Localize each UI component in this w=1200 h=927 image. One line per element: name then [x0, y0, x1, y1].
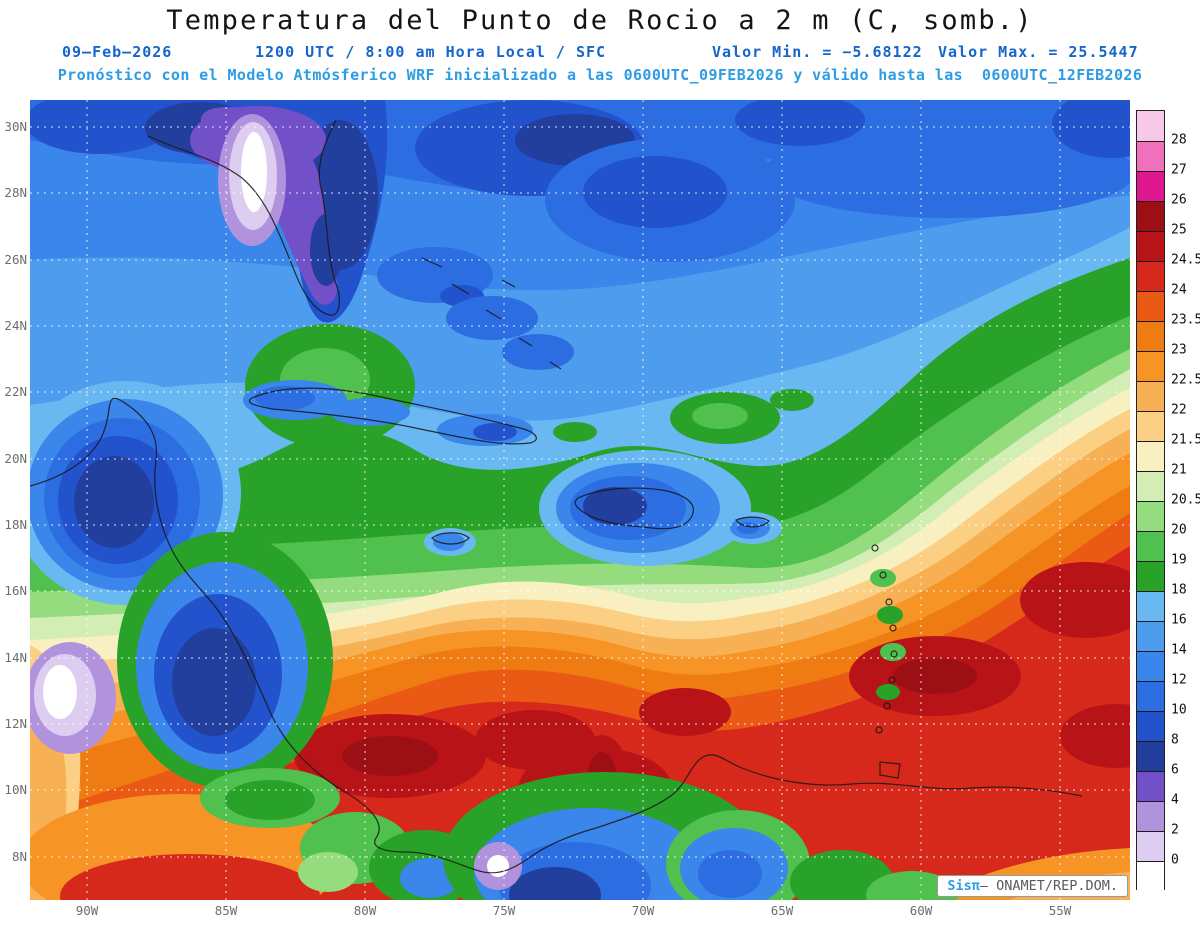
colorbar-tick-label: 20.5 [1171, 492, 1200, 508]
map-plot: Sisπ– ONAMET/REP.DOM. [30, 100, 1130, 900]
colorbar-tick-label: 12 [1171, 672, 1187, 688]
run-date: 09–Feb–2026 [62, 43, 173, 61]
colorbar-tick-label: 20 [1171, 522, 1187, 538]
colorbar-cell [1137, 171, 1164, 201]
colorbar-tick-label: 26 [1171, 192, 1187, 208]
colorbar-tick-label: 22 [1171, 402, 1187, 418]
colorbar-cell [1137, 711, 1164, 741]
lat-label: 8N [11, 849, 27, 864]
colorbar-cell [1137, 651, 1164, 681]
colorbar-cell [1137, 801, 1164, 831]
colorbar-labels: 28 27 26 25 24.5 24 23.5 23 22.5 22 21.5 21 20.5 20 19… [1171, 110, 1200, 890]
lon-label: 65W [770, 903, 794, 918]
colorbar-tick-label: 25 [1171, 222, 1187, 238]
coastlines [30, 119, 1083, 874]
colorbar-tick-label: 18 [1171, 582, 1187, 598]
colorbar-cell [1137, 591, 1164, 621]
colorbar-cell [1137, 231, 1164, 261]
colorbar-cell [1137, 261, 1164, 291]
colorbar-tick-label: 10 [1171, 702, 1187, 718]
lon-label: 70W [631, 903, 655, 918]
lat-label: 16N [4, 583, 27, 598]
colorbar-tick-label: 0 [1171, 852, 1179, 868]
colorbar-cell [1137, 411, 1164, 441]
colorbar-cell [1137, 681, 1164, 711]
lat-label: 26N [4, 252, 27, 267]
run-time: 1200 UTC / 8:00 am Hora Local / SFC [255, 43, 607, 61]
lat-label: 10N [4, 782, 27, 797]
lon-label: 55W [1048, 903, 1072, 918]
colorbar-cell [1137, 561, 1164, 591]
colorbar-cell [1137, 111, 1164, 141]
lon-label: 85W [214, 903, 238, 918]
colorbar-cell [1137, 501, 1164, 531]
lon-label: 80W [353, 903, 377, 918]
colorbar-cell [1137, 741, 1164, 771]
colorbar-tick-label: 27 [1171, 162, 1187, 178]
min-value-label: Valor Min. = −5.68122 [712, 43, 923, 61]
colorbar-tick-label: 22.5 [1171, 372, 1200, 388]
colorbar-cell [1137, 201, 1164, 231]
map-canvas [30, 100, 1130, 900]
watermark: Sisπ– ONAMET/REP.DOM. [937, 875, 1128, 897]
colorbar-tick-label: 19 [1171, 552, 1187, 568]
colorbar-tick-label: 6 [1171, 762, 1179, 778]
lon-label: 90W [75, 903, 99, 918]
lat-label: 30N [4, 119, 27, 134]
lat-label: 22N [4, 384, 27, 399]
colorbar-cell [1137, 141, 1164, 171]
max-value-label: Valor Max. = 25.5447 [938, 43, 1139, 61]
colorbar-tick-label: 16 [1171, 612, 1187, 628]
colorbar-tick-label: 21.5 [1171, 432, 1200, 448]
grid-lines [30, 100, 1130, 900]
colorbar-cell [1137, 861, 1164, 891]
lat-label: 28N [4, 185, 27, 200]
colorbar-tick-label: 4 [1171, 792, 1179, 808]
subtitle-line2: Pronóstico con el Modelo Atmósferico WRF… [57, 66, 1143, 84]
colorbar-cell [1137, 471, 1164, 501]
colorbar-cell [1137, 351, 1164, 381]
colorbar-tick-label: 23 [1171, 342, 1187, 358]
watermark-brand: Sisπ [947, 878, 980, 894]
lat-label: 14N [4, 650, 27, 665]
colorbar-cell [1137, 291, 1164, 321]
page-title: Temperatura del Punto de Rocio a 2 m (C,… [166, 5, 1034, 36]
lon-label: 75W [492, 903, 516, 918]
lon-label: 60W [909, 903, 933, 918]
colorbar-cell [1137, 621, 1164, 651]
colorbar-cell [1137, 531, 1164, 561]
colorbar-tick-label: 2 [1171, 822, 1179, 838]
colorbar-tick-label: 28 [1171, 132, 1187, 148]
lat-label: 18N [4, 517, 27, 532]
colorbar-tick-label: 21 [1171, 462, 1187, 478]
watermark-text: – ONAMET/REP.DOM. [979, 878, 1118, 894]
lat-label: 12N [4, 716, 27, 731]
colorbar-tick-label: 14 [1171, 642, 1187, 658]
colorbar-tick-label: 24.5 [1171, 252, 1200, 268]
colorbar-cell [1137, 831, 1164, 861]
colorbar-cell [1137, 771, 1164, 801]
colorbar-tick-label: 24 [1171, 282, 1187, 298]
colorbar-tick-label: 8 [1171, 732, 1179, 748]
colorbar-cell [1137, 441, 1164, 471]
latitude-axis: 30N 28N 26N 24N 22N 20N 18N 16N 14N 12N 10N 8N [0, 100, 28, 900]
colorbar-tick-label: 23.5 [1171, 312, 1200, 328]
lat-label: 24N [4, 318, 27, 333]
lat-label: 20N [4, 451, 27, 466]
colorbar-cell [1137, 381, 1164, 411]
colorbar [1136, 110, 1165, 891]
colorbar-cell [1137, 321, 1164, 351]
longitude-axis: 90W 85W 80W 75W 70W 65W 60W 55W [30, 903, 1130, 923]
